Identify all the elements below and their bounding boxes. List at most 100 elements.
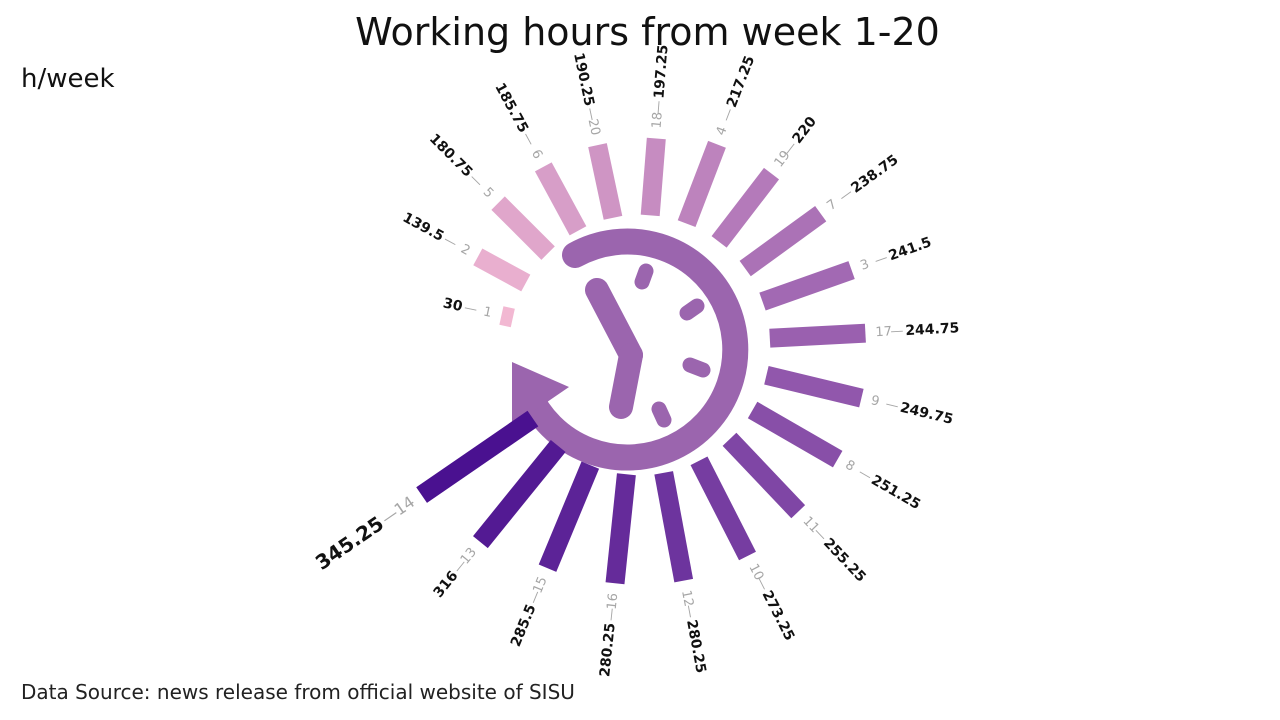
chart-title: Working hours from week 1-20 (355, 10, 940, 54)
bar-week-18 (640, 137, 666, 217)
value-label: 190.25 (570, 51, 597, 107)
bar-week-8 (747, 401, 843, 468)
label-week-20: 190.25—20 (570, 51, 603, 137)
week-number-label: 12 (678, 589, 696, 608)
label-week-11: 255.25—11 (800, 514, 869, 586)
label-connector: — (463, 300, 479, 317)
label-week-5: 180.75—5 (426, 131, 496, 201)
label-connector: — (582, 106, 599, 122)
label-week-3: 241.5—3 (858, 234, 934, 274)
bar-week-7 (739, 206, 827, 277)
bars-group (416, 137, 866, 585)
week-number-label: 18 (650, 111, 666, 129)
y-axis-unit-label: h/week (21, 64, 115, 94)
bar-week-13 (473, 440, 566, 549)
bar-week-5 (491, 196, 555, 260)
value-label: 220 (790, 114, 821, 147)
label-connector: — (873, 250, 890, 268)
clock-arrow-head (512, 362, 569, 426)
clock-tick-2 (679, 298, 705, 321)
week-number-label: 2 (458, 242, 472, 259)
week-number-label: 9 (869, 393, 881, 410)
bar-week-10 (690, 456, 756, 561)
value-label: 217.25 (724, 54, 758, 110)
value-label: 139.5 (400, 210, 447, 245)
clock-hand-short (609, 343, 643, 419)
label-week-8: 251.25—8 (843, 458, 924, 513)
value-label: 280.25 (683, 618, 709, 674)
bar-week-6 (534, 162, 587, 236)
clock-ring (515, 228, 749, 471)
value-label: 345.25 (311, 511, 388, 574)
week-number-label: 6 (528, 147, 545, 161)
bar-week-3 (759, 261, 855, 311)
label-week-16: 280.25—16 (597, 592, 622, 677)
bar-week-15 (538, 461, 600, 572)
label-connector: — (884, 397, 900, 415)
bar-week-11 (722, 432, 806, 519)
label-week-1: 30— 1 (442, 295, 494, 320)
week-number-label: 17 (875, 324, 892, 340)
week-number-label: 15 (530, 575, 550, 596)
label-week-6: 185.75—6 (491, 80, 545, 161)
bar-week-12 (654, 471, 694, 583)
label-week-17: 244.75—17 (875, 320, 960, 340)
label-week-19: 220—19 (772, 114, 821, 171)
week-number-label: 5 (480, 185, 496, 201)
label-week-12: 280.25—12 (678, 589, 709, 674)
clock-arrow-icon (512, 228, 749, 471)
label-week-4: 217.25—4 (714, 54, 759, 138)
label-week-2: 139.5—2 (400, 210, 473, 259)
bar-week-9 (764, 366, 864, 408)
bar-week-16 (605, 473, 636, 585)
value-label: 241.5 (887, 234, 934, 264)
value-label: 30 (442, 295, 465, 315)
value-label: 185.75 (491, 80, 531, 135)
value-label: 249.75 (898, 400, 954, 428)
label-week-14: 345.25—14 (311, 492, 418, 575)
week-number-label: 1 (482, 304, 493, 320)
label-connector: — (604, 607, 620, 621)
label-week-18: 197.25—18 (650, 44, 672, 129)
value-label: 273.25 (759, 588, 798, 643)
label-connector: — (526, 588, 545, 606)
label-connector: — (681, 604, 698, 620)
clock-tick-5 (651, 401, 672, 428)
bar-week-20 (588, 143, 623, 220)
bar-week-4 (677, 140, 726, 228)
week-number-label: 8 (843, 458, 858, 475)
value-label: 238.75 (848, 152, 901, 197)
label-week-13: 316—13 (431, 545, 480, 601)
bar-week-19 (711, 167, 780, 248)
value-label: 244.75 (905, 320, 960, 339)
week-number-label: 16 (605, 592, 622, 610)
clock-hand-long (585, 278, 643, 367)
label-connector: — (719, 106, 738, 124)
label-connector: — (651, 100, 667, 114)
label-connector: — (519, 130, 538, 149)
week-number-label: 3 (858, 257, 871, 274)
label-week-7: 238.75—7 (824, 152, 901, 214)
label-connector: — (752, 575, 771, 593)
week-number-label: 7 (824, 197, 840, 214)
value-label: 197.25 (651, 44, 671, 99)
value-label: 285.5 (508, 602, 540, 649)
bar-week-17 (769, 323, 866, 348)
week-number-label: 10 (745, 561, 766, 583)
value-label: 255.25 (820, 535, 869, 585)
week-number-label: 4 (714, 125, 731, 138)
value-label: 280.25 (597, 622, 619, 677)
bar-week-14 (416, 410, 539, 503)
label-connector: — (441, 232, 460, 251)
label-week-15: 285.5—15 (508, 575, 551, 650)
label-week-9: 249.75—9 (869, 393, 954, 428)
bar-week-2 (473, 248, 531, 292)
clock-tick-3 (682, 357, 711, 378)
label-connector: — (890, 324, 904, 340)
week-number-label: 20 (585, 118, 603, 137)
label-connector: — (856, 465, 875, 484)
label-week-10: 273.25—10 (745, 561, 797, 643)
clock-tick-12 (634, 263, 654, 290)
data-source-note: Data Source: news release from official … (21, 680, 575, 704)
